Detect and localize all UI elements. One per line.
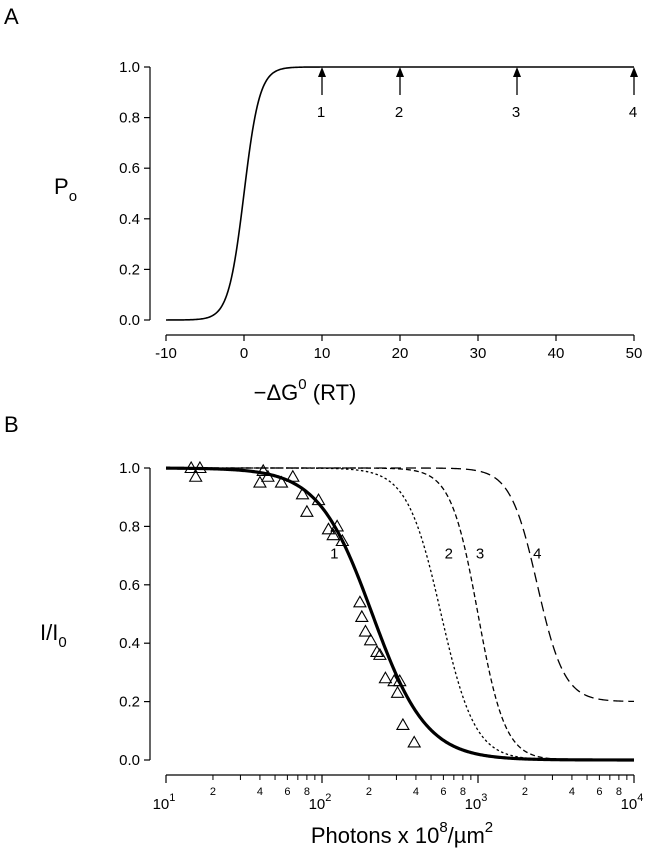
panel-b-data-point xyxy=(407,735,422,748)
panel-b-y-tick-label: 1.0 xyxy=(119,460,140,477)
panel-b-curves xyxy=(165,466,635,762)
panel-a-arrow-label: 1 xyxy=(317,104,325,121)
panel-b-x-minor-label: 2 xyxy=(522,786,528,798)
panel-b-curve-2 xyxy=(166,467,634,761)
panel-b-data-point xyxy=(354,609,369,622)
panel-b-x-major-label: 104 xyxy=(621,792,644,813)
panel-b-x-axis-title: Photons x 108/µm2 xyxy=(311,819,493,848)
panel-b-data-point xyxy=(321,522,336,535)
panel-b-y-tick-label: 0.0 xyxy=(119,752,140,769)
panel-b-x-minor-label: 2 xyxy=(366,786,372,798)
panel-b-x-minor-label: 4 xyxy=(413,786,419,798)
panel-a-x-tick-label: 20 xyxy=(392,345,409,362)
panel-b-data-point xyxy=(363,633,378,646)
panel-b-x-major-label: 102 xyxy=(309,792,332,813)
panel-b-letter: B xyxy=(4,412,19,437)
panel-a-x-tick-label: 10 xyxy=(314,345,331,362)
panel-a-y-tick-label: 0.6 xyxy=(119,160,140,177)
panel-a-arrows: 1 2 3 4 xyxy=(317,67,638,121)
panel-b-data-point xyxy=(252,475,267,488)
panel-b-data-point xyxy=(192,460,207,474)
panel-b-x-minor-label: 8 xyxy=(460,786,466,798)
panel-b-data-point xyxy=(395,717,410,731)
panel-b-data-point xyxy=(184,460,199,474)
panel-b-curve-label-1: 1 xyxy=(330,546,338,563)
panel-a-x-tick-label: 40 xyxy=(548,345,565,362)
panel-b-x-minor-label: 6 xyxy=(284,786,290,798)
panel-b-data-point xyxy=(256,463,271,476)
panel-b-data-point xyxy=(260,469,275,482)
panel-b-data-point xyxy=(358,624,373,637)
panel-b-axes: 0.0 0.2 0.4 0.6 0.8 1.0 101 102 103 104 2 4 6 8 2 4 6 8 2 4… xyxy=(119,460,643,813)
panel-a-x-tick-label: 30 xyxy=(470,345,487,362)
panel-b-data-point xyxy=(335,533,350,547)
panel-a-y-tick-label: 1.0 xyxy=(119,59,140,76)
panel-b-data-point xyxy=(188,469,203,482)
panel-b: B 0.0 0.2 0.4 0.6 0.8 1.0 101 102 103 104 2 4 6 8 2 4 6 8… xyxy=(4,412,643,848)
panel-b-x-minor-label: 4 xyxy=(569,786,575,798)
panel-b-data-point xyxy=(392,674,407,687)
panel-a-x-tick-label: -10 xyxy=(155,345,177,362)
panel-a-arrow-head xyxy=(396,67,404,77)
panel-a-arrow-head xyxy=(513,67,521,77)
panel-b-data-point xyxy=(330,519,345,532)
panel-b-x-minor-label: 2 xyxy=(210,786,216,798)
panel-a-x-tick-label: 0 xyxy=(240,345,248,362)
panel-b-x-minor-label: 6 xyxy=(440,786,446,798)
panel-b-data-point xyxy=(352,595,367,608)
panel-a-x-axis-title: −ΔG0 (RT) xyxy=(254,376,357,405)
panel-b-data-point xyxy=(274,475,289,488)
panel-b-y-axis-title: I/I0 xyxy=(40,620,67,651)
panel-b-y-tick-label: 0.4 xyxy=(119,635,140,652)
panel-a-axes: 0.0 0.2 0.4 0.6 0.8 1.0 -10 0 10 20 30 40 50 xyxy=(119,59,642,362)
panel-b-curve-4 xyxy=(166,467,635,703)
panel-b-x-minor-label: 8 xyxy=(304,786,310,798)
panel-b-points xyxy=(184,460,422,748)
panel-b-y-tick-label: 0.2 xyxy=(119,694,140,711)
panel-b-curve-labels: 1 2 3 4 xyxy=(330,546,541,563)
panel-a-y-axis-title: Po xyxy=(54,174,77,205)
panel-a-y-tick-label: 0.8 xyxy=(119,110,140,127)
panel-a-arrow-head xyxy=(318,67,326,77)
panel-b-curve-label-2: 2 xyxy=(445,546,453,563)
panel-a-arrow-label: 3 xyxy=(512,104,520,121)
panel-a-x-tick-label: 50 xyxy=(626,345,643,362)
panel-a-arrow-head xyxy=(630,67,638,77)
panel-b-x-minor-label: 8 xyxy=(616,786,622,798)
panel-b-y-tick-label: 0.6 xyxy=(119,577,140,594)
panel-b-x-major-label: 103 xyxy=(465,792,488,813)
panel-b-data-point xyxy=(372,647,387,660)
panel-b-data-point xyxy=(378,671,393,684)
panel-b-y-tick-label: 0.8 xyxy=(119,518,140,535)
panel-b-x-minor-label: 4 xyxy=(257,786,263,798)
panel-a-letter: A xyxy=(4,4,19,29)
panel-b-x-major-label: 101 xyxy=(153,792,176,813)
panel-b-data-point xyxy=(326,528,341,541)
panel-b-data-point xyxy=(295,487,310,500)
panel-b-curve-1 xyxy=(165,466,634,762)
panel-a-arrow-label: 2 xyxy=(395,104,403,121)
panel-b-data-point xyxy=(390,685,405,698)
panel-a-y-tick-label: 0.4 xyxy=(119,211,140,228)
panel-b-data-point xyxy=(299,504,314,517)
panel-a-y-tick-label: 0.0 xyxy=(119,312,140,329)
panel-a-arrow-label: 4 xyxy=(629,104,637,121)
panel-b-curve-label-3: 3 xyxy=(476,546,484,563)
panel-a-y-tick-label: 0.2 xyxy=(119,261,140,278)
panel-b-data-point xyxy=(311,493,326,506)
panel-b-data-point xyxy=(285,469,300,482)
panel-b-curve-label-4: 4 xyxy=(533,546,541,563)
panel-b-curve-3 xyxy=(166,467,634,761)
panel-b-x-minor-label: 6 xyxy=(596,786,602,798)
panel-b-data-point xyxy=(369,644,384,658)
